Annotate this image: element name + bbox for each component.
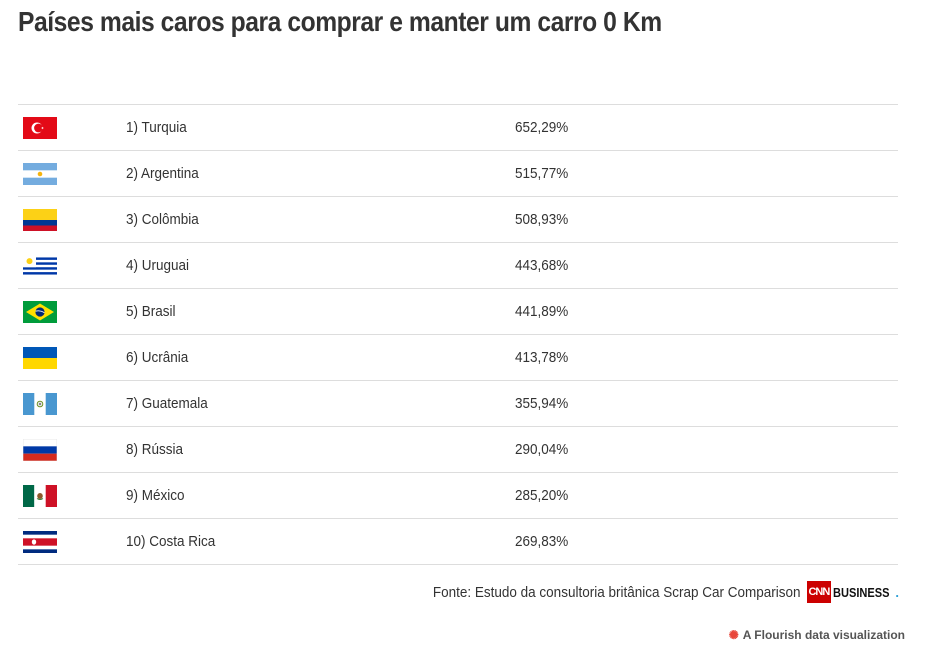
table-row: 3) Colômbia 508,93%	[18, 197, 898, 243]
table-row: 6) Ucrânia 413,78%	[18, 335, 898, 381]
percentage-value: 443,68%	[515, 257, 569, 274]
percentage-value: 355,94%	[515, 395, 569, 412]
country-name: 2) Argentina	[126, 165, 199, 182]
country-name: 8) Rússia	[126, 441, 184, 458]
business-logo-text: BUSINESS	[832, 584, 890, 600]
russia-flag-icon	[23, 439, 57, 461]
colombia-flag-icon	[23, 209, 57, 231]
table-row: 2) Argentina 515,77%	[18, 151, 898, 197]
brazil-flag-icon	[23, 301, 57, 323]
flourish-credit-text[interactable]: A Flourish data visualization	[742, 628, 905, 642]
mexico-flag-icon	[23, 485, 57, 507]
source-footer: Fonte: Estudo da consultoria britânica S…	[392, 581, 899, 603]
table-row: 4) Uruguai 443,68%	[18, 243, 898, 289]
flourish-credit[interactable]: ✺ A Flourish data visualization	[729, 628, 905, 642]
country-name: 10) Costa Rica	[126, 533, 216, 550]
ukraine-flag-icon	[23, 347, 57, 369]
percentage-value: 285,20%	[515, 487, 569, 504]
percentage-value: 413,78%	[515, 349, 569, 366]
table-row: 9) México 285,20%	[18, 473, 898, 519]
table-row: 5) Brasil 441,89%	[18, 289, 898, 335]
country-name: 7) Guatemala	[126, 395, 208, 412]
percentage-value: 515,77%	[515, 165, 569, 182]
table-row: 8) Rússia 290,04%	[18, 427, 898, 473]
ranking-table: 1) Turquia 652,29% 2) Argentina 515,77% …	[18, 104, 898, 565]
country-name: 6) Ucrânia	[126, 349, 189, 366]
page-title: Países mais caros para comprar e manter …	[18, 6, 662, 37]
percentage-value: 508,93%	[515, 211, 569, 228]
turkey-flag-icon	[23, 117, 57, 139]
percentage-value: 441,89%	[515, 303, 569, 320]
table-row: 7) Guatemala 355,94%	[18, 381, 898, 427]
uruguay-flag-icon	[23, 255, 57, 277]
argentina-flag-icon	[23, 163, 57, 185]
percentage-value: 269,83%	[515, 533, 569, 550]
guatemala-flag-icon	[23, 393, 57, 415]
country-name: 9) México	[126, 487, 185, 504]
source-text: Fonte: Estudo da consultoria britânica S…	[433, 583, 801, 601]
country-name: 5) Brasil	[126, 303, 176, 320]
table-row: 1) Turquia 652,29%	[18, 105, 898, 151]
cnn-business-logo: CNN BUSINESS .	[806, 581, 899, 603]
costa-rica-flag-icon	[23, 531, 57, 553]
table-row: 10) Costa Rica 269,83%	[18, 519, 898, 565]
country-name: 1) Turquia	[126, 119, 187, 136]
logo-dot: .	[895, 584, 899, 600]
flourish-icon: ✺	[728, 628, 739, 642]
cnn-logo-mark: CNN	[806, 581, 831, 603]
country-name: 4) Uruguai	[126, 257, 190, 274]
percentage-value: 652,29%	[515, 119, 569, 136]
percentage-value: 290,04%	[515, 441, 569, 458]
country-name: 3) Colômbia	[126, 211, 199, 228]
